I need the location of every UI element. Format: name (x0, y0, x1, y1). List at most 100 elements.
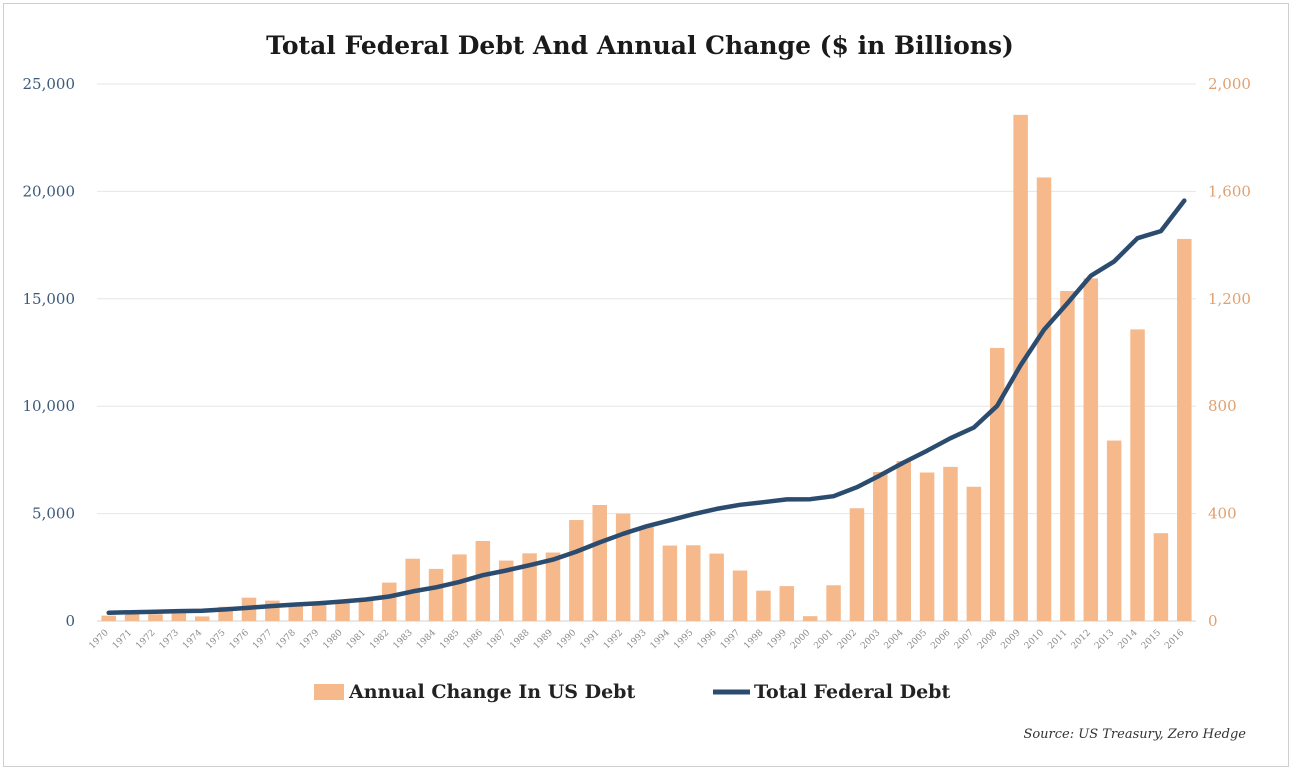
y-right-tick-label: 1,200 (1208, 290, 1251, 308)
x-tick-label: 1975 (204, 628, 227, 651)
y-left-tick-label: 15,000 (23, 290, 76, 308)
x-tick-label: 1983 (392, 628, 415, 651)
x-tick-label: 1997 (719, 628, 742, 651)
bar (358, 599, 374, 621)
x-tick-label: 1996 (696, 628, 719, 651)
y-right-tick-label: 1,600 (1208, 182, 1251, 200)
y-left-tick-label: 25,000 (23, 75, 76, 93)
bar (194, 616, 210, 621)
chart-title: Total Federal Debt And Annual Change ($ … (266, 31, 1014, 60)
bar (849, 508, 865, 621)
x-tick-label: 1976 (228, 628, 251, 651)
bar (522, 553, 537, 621)
source-note: Source: US Treasury, Zero Hedge (1023, 727, 1246, 742)
x-tick-label: 1979 (298, 628, 321, 651)
x-tick-label: 1988 (508, 628, 531, 651)
bar (943, 466, 958, 621)
x-tick-label: 1987 (485, 628, 508, 651)
bar (966, 486, 982, 621)
x-tick-label: 2011 (1046, 628, 1069, 651)
x-tick-label: 2010 (1023, 628, 1046, 651)
x-tick-label: 2003 (859, 628, 882, 651)
y-right-tick-label: 800 (1208, 397, 1237, 415)
y-left-tick-label: 10,000 (23, 397, 76, 415)
legend-bar-swatch (314, 684, 344, 700)
x-tick-label: 1995 (672, 628, 695, 651)
bar (826, 585, 841, 621)
x-tick-label: 1973 (158, 628, 181, 651)
bar (1130, 329, 1145, 621)
x-tick-label: 1985 (438, 628, 461, 651)
bar (779, 586, 795, 621)
x-tick-label: 2006 (929, 628, 952, 651)
bar (919, 472, 935, 621)
bar (475, 540, 491, 621)
bar (732, 570, 748, 621)
x-tick-label: 2013 (1093, 628, 1116, 651)
bar (662, 545, 678, 621)
legend: Annual Change In US Debt Total Federal D… (314, 681, 950, 703)
legend-line-label: Total Federal Debt (754, 681, 950, 703)
chart-frame (3, 3, 1289, 767)
bar (1083, 278, 1099, 621)
y-right-tick-label: 400 (1208, 505, 1237, 523)
bar (124, 613, 140, 621)
bar (615, 513, 631, 621)
bar (545, 552, 561, 621)
bar (709, 553, 724, 621)
x-tick-label: 1977 (251, 628, 274, 651)
x-tick-label: 2005 (906, 628, 929, 651)
series-line (106, 198, 1187, 616)
x-tick-label: 1970 (88, 628, 111, 651)
x-tick-label: 2009 (999, 628, 1022, 651)
bar (1036, 177, 1052, 622)
x-tick-label: 1986 (462, 628, 485, 651)
bar (1153, 533, 1169, 621)
y-right-tick-label: 2,000 (1208, 75, 1251, 93)
y-left-tick-label: 0 (65, 612, 75, 630)
bar (335, 600, 350, 621)
x-tick-label: 2000 (789, 628, 812, 651)
x-tick-label: 1980 (321, 628, 344, 651)
x-tick-label: 1994 (649, 628, 672, 651)
y-axis-left: 0 5,000 10,000 15,000 20,000 25,000 (23, 75, 76, 630)
y-axis-right: 0 400 800 1,200 1,600 2,000 (1208, 75, 1251, 630)
x-tick-label: 1971 (111, 628, 134, 651)
x-tick-label: 1974 (181, 628, 204, 651)
bar (101, 615, 116, 621)
bar (1106, 440, 1122, 621)
x-tick-label: 1991 (579, 628, 602, 651)
x-tick-label: 1984 (415, 628, 438, 651)
legend-bar-label: Annual Change In US Debt (348, 681, 635, 703)
x-tick-label: 1981 (345, 628, 368, 651)
bar (498, 560, 514, 621)
x-tick-label: 2016 (1163, 628, 1186, 651)
bar (428, 568, 444, 621)
bar (148, 614, 163, 621)
x-tick-label: 1982 (368, 628, 391, 651)
x-tick-label: 1998 (742, 628, 765, 651)
bar (311, 604, 327, 621)
bar (382, 582, 397, 621)
bar (592, 505, 607, 621)
bar (1060, 291, 1075, 621)
x-tick-label: 2012 (1070, 628, 1093, 651)
bar (171, 612, 187, 621)
x-tick-label: 2015 (1140, 628, 1163, 651)
bar (873, 471, 888, 621)
x-tick-label: 2007 (953, 628, 976, 651)
x-tick-label: 1972 (134, 628, 157, 651)
x-tick-label: 1999 (766, 628, 789, 651)
bar (639, 527, 654, 621)
bar (802, 616, 818, 621)
total-debt-line (106, 198, 1187, 616)
x-tick-label: 1993 (625, 628, 648, 651)
bar (288, 603, 304, 621)
y-left-tick-label: 20,000 (23, 182, 76, 200)
x-axis-ticks: 1970 1971 1972 1973 1974 1975 1976 1977 1978 1979… (88, 628, 1187, 651)
bar (756, 590, 771, 621)
bar (452, 554, 467, 621)
x-tick-label: 1989 (532, 628, 555, 651)
bar (1177, 238, 1192, 621)
